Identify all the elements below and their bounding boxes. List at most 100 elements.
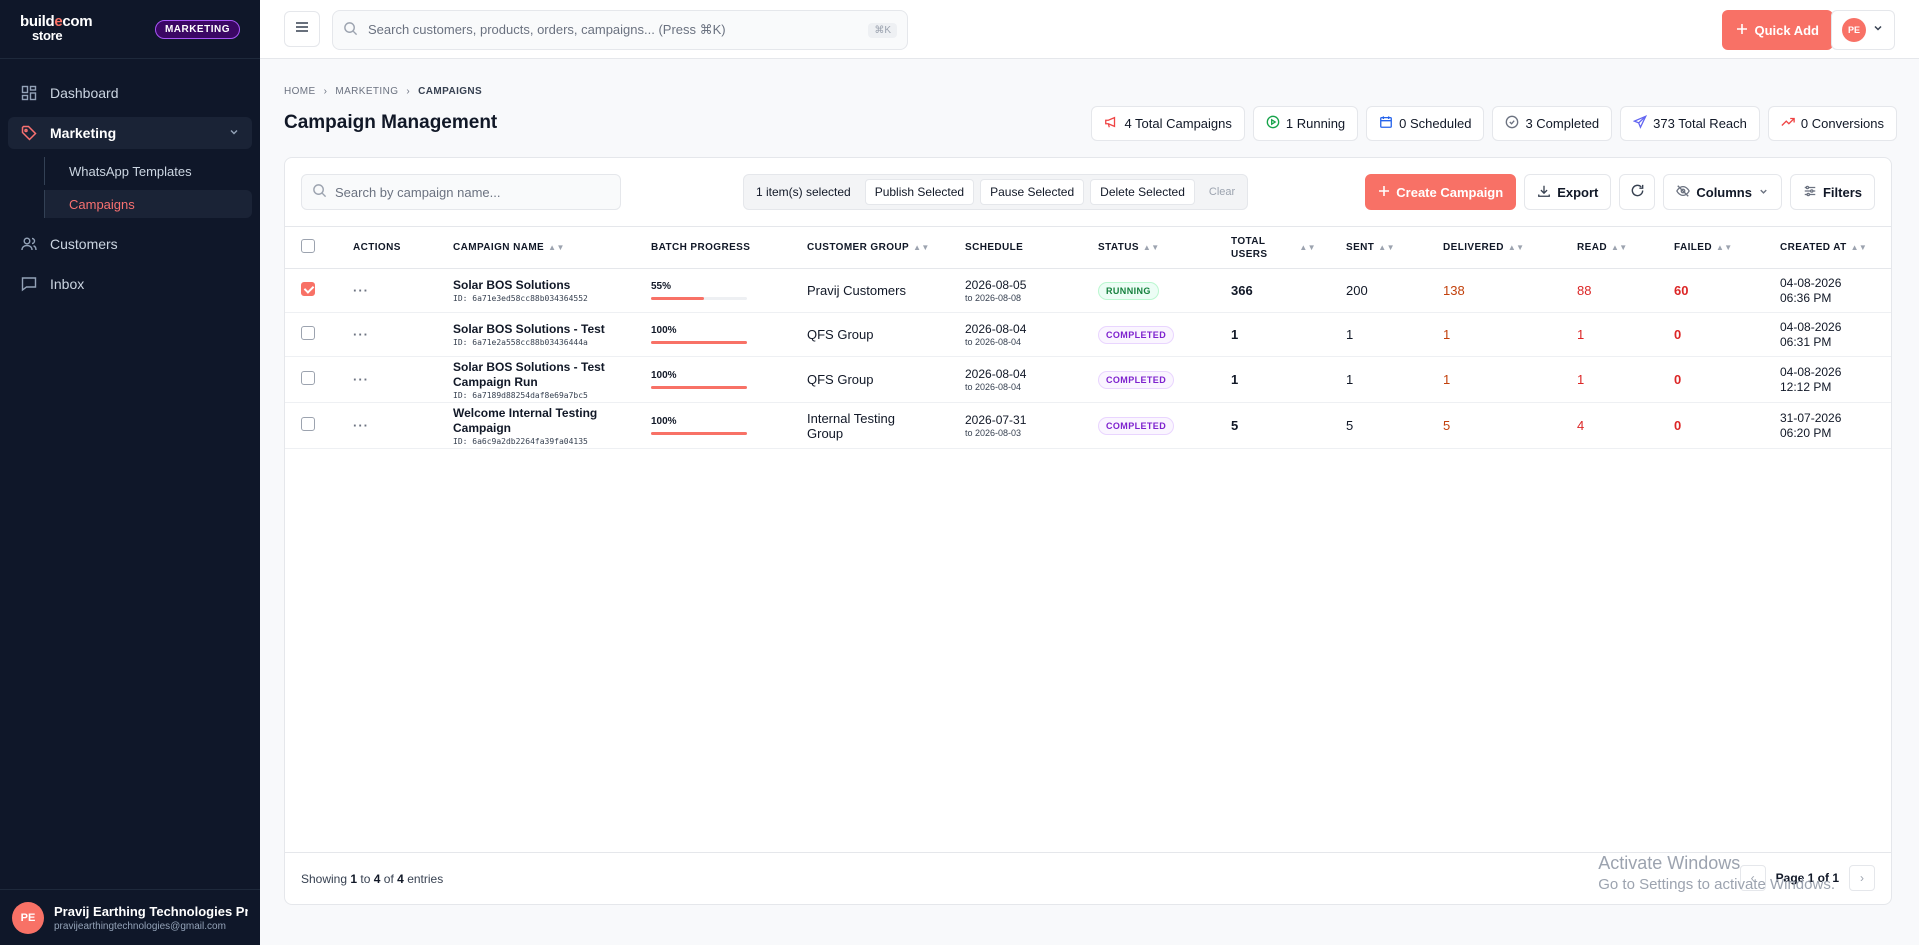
status-badge: COMPLETED <box>1098 370 1175 389</box>
header-sent[interactable]: SENT ▲▼ <box>1338 226 1435 269</box>
bulk-actions: 1 item(s) selected Publish Selected Paus… <box>743 174 1249 210</box>
next-page-button[interactable]: › <box>1849 865 1875 891</box>
global-search-placeholder: Search customers, products, orders, camp… <box>368 22 726 37</box>
campaign-name[interactable]: Solar BOS Solutions <box>453 278 571 292</box>
header-campaign-name[interactable]: CAMPAIGN NAME ▲▼ <box>445 226 643 269</box>
delivered-count: 138 <box>1435 268 1569 313</box>
campaigns-table: ACTIONS CAMPAIGN NAME ▲▼ BATCH PROGRESS C… <box>285 226 1891 449</box>
chevron-left-icon: ‹ <box>1750 871 1755 885</box>
sidebar-subitem-whatsapp-templates[interactable]: WhatsApp Templates <box>44 157 252 185</box>
campaign-name[interactable]: Solar BOS Solutions - Test Campaign Run <box>453 359 605 389</box>
table-row[interactable]: ··· Solar BOS Solutions - Test ID: 6a71e… <box>285 312 1891 357</box>
progress-bar-fill <box>651 341 747 344</box>
header-schedule: SCHEDULE <box>957 226 1090 269</box>
stat-label: 0 Scheduled <box>1399 116 1472 131</box>
filters-button[interactable]: Filters <box>1789 174 1875 210</box>
sidebar-user[interactable]: PE Pravij Earthing Technologies Pr... pr… <box>0 889 260 945</box>
sidebar-item-dashboard[interactable]: Dashboard <box>8 77 252 109</box>
progress-percent: 100% <box>651 370 677 381</box>
header-delivered[interactable]: DELIVERED ▲▼ <box>1435 226 1569 269</box>
prev-page-button[interactable]: ‹ <box>1739 865 1766 891</box>
message-square-icon <box>20 275 38 293</box>
selection-count: 1 item(s) selected <box>756 185 851 199</box>
progress-bar <box>651 297 747 300</box>
header-customer-group[interactable]: CUSTOMER GROUP ▲▼ <box>799 226 957 269</box>
row-actions-button[interactable]: ··· <box>353 327 369 342</box>
global-search-input[interactable]: Search customers, products, orders, camp… <box>332 10 908 50</box>
sidebar-item-marketing[interactable]: Marketing <box>8 117 252 149</box>
row-actions-button[interactable]: ··· <box>353 372 369 387</box>
schedule-end: to 2026-08-03 <box>965 428 1022 438</box>
breadcrumb-marketing[interactable]: MARKETING <box>335 86 399 97</box>
page-indicator: Page 1 of 1 <box>1775 871 1839 885</box>
header-failed[interactable]: FAILED ▲▼ <box>1666 226 1772 269</box>
campaign-id: ID: 6a71e2a558cc88b03436444a <box>453 338 588 347</box>
row-checkbox[interactable] <box>301 326 315 340</box>
breadcrumb-campaigns: CAMPAIGNS <box>418 86 483 97</box>
brand-logo[interactable]: buildecom store <box>20 13 93 43</box>
stat-running[interactable]: 1 Running <box>1252 106 1359 141</box>
entries-summary: Showing 1 to 4 of 4 entries <box>301 871 444 886</box>
create-campaign-label: Create Campaign <box>1396 184 1504 200</box>
breadcrumb-home[interactable]: HOME <box>284 86 316 97</box>
created-at: 04-08-2026 06:31 PM <box>1772 312 1891 357</box>
status-badge: COMPLETED <box>1098 325 1175 344</box>
shortcut-hint: ⌘K <box>868 22 897 38</box>
stat-total-campaigns[interactable]: 4 Total Campaigns <box>1091 106 1245 141</box>
eye-off-icon <box>1676 184 1691 201</box>
stat-total-reach[interactable]: 373 Total Reach <box>1620 106 1760 141</box>
stat-scheduled[interactable]: 0 Scheduled <box>1366 106 1485 141</box>
header-created-at[interactable]: CREATED AT ▲▼ <box>1772 226 1891 269</box>
sidebar-subitem-campaigns[interactable]: Campaigns <box>44 190 252 218</box>
menu-icon <box>294 19 310 40</box>
campaign-name[interactable]: Solar BOS Solutions - Test <box>453 322 605 336</box>
row-checkbox[interactable] <box>301 371 315 385</box>
header-status[interactable]: STATUS ▲▼ <box>1090 226 1223 269</box>
status-badge: RUNNING <box>1098 281 1159 300</box>
sort-icon: ▲▼ <box>1378 243 1395 252</box>
publish-selected-button[interactable]: Publish Selected <box>864 179 975 205</box>
pause-selected-button[interactable]: Pause Selected <box>980 179 1085 205</box>
failed-count: 0 <box>1666 402 1772 449</box>
sort-icon: ▲▼ <box>1715 243 1733 252</box>
user-email: pravijearthingtechnologies@gmail.com <box>54 920 226 932</box>
menu-toggle-button[interactable] <box>284 11 320 47</box>
windows-activation-watermark: Activate Windows Go to Settings to activ… <box>1598 853 1835 893</box>
delete-selected-button[interactable]: Delete Selected <box>1090 179 1195 205</box>
stat-completed[interactable]: 3 Completed <box>1492 106 1613 141</box>
avatar: PE <box>12 901 44 934</box>
progress-percent: 100% <box>651 325 677 336</box>
create-campaign-button[interactable]: Create Campaign <box>1365 174 1517 210</box>
row-checkbox[interactable] <box>301 417 315 431</box>
profile-menu-button[interactable]: PE <box>1831 10 1895 50</box>
sidebar-item-label: Dashboard <box>50 85 119 101</box>
delivered-count: 1 <box>1435 312 1569 357</box>
export-button[interactable]: Export <box>1524 174 1612 210</box>
sent-count: 5 <box>1338 402 1435 449</box>
sidebar-item-inbox[interactable]: Inbox <box>8 268 252 300</box>
clear-selection-button[interactable]: Clear <box>1208 186 1236 198</box>
table-row[interactable]: ··· Solar BOS Solutions - Test Campaign R… <box>285 356 1891 403</box>
breadcrumb-separator-icon: › <box>323 86 328 97</box>
campaign-name[interactable]: Welcome Internal Testing Campaign <box>453 405 598 435</box>
campaigns-card: Search by campaign name... 1 item(s) sel… <box>284 157 1892 905</box>
columns-button[interactable]: Columns <box>1663 174 1782 210</box>
row-actions-button[interactable]: ··· <box>353 418 369 433</box>
campaign-id: ID: 6a7189d88254daf8e69a7bc5 <box>453 390 588 400</box>
table-row[interactable]: ··· Solar BOS Solutions ID: 6a71e3ed58cc… <box>285 268 1891 313</box>
marketing-submenu: WhatsApp Templates Campaigns <box>44 157 252 218</box>
select-all-checkbox[interactable] <box>301 239 315 253</box>
table-row[interactable]: ··· Welcome Internal Testing Campaign ID:… <box>285 402 1891 449</box>
schedule-start: 2026-08-04 <box>965 322 1027 336</box>
read-count: 1 <box>1569 312 1666 357</box>
header-read[interactable]: READ ▲▼ <box>1569 226 1666 269</box>
row-checkbox[interactable] <box>301 282 315 296</box>
row-actions-button[interactable]: ··· <box>353 283 369 298</box>
stat-conversions[interactable]: 0 Conversions <box>1767 106 1897 141</box>
campaign-search-input[interactable]: Search by campaign name... <box>301 174 621 210</box>
refresh-button[interactable] <box>1619 174 1656 210</box>
header-total-users[interactable]: TOTAL USERS ▲▼ <box>1223 226 1338 269</box>
customer-group: Pravij Customers <box>799 268 957 313</box>
quick-add-button[interactable]: Quick Add <box>1722 10 1833 50</box>
sidebar-item-customers[interactable]: Customers <box>8 228 252 260</box>
